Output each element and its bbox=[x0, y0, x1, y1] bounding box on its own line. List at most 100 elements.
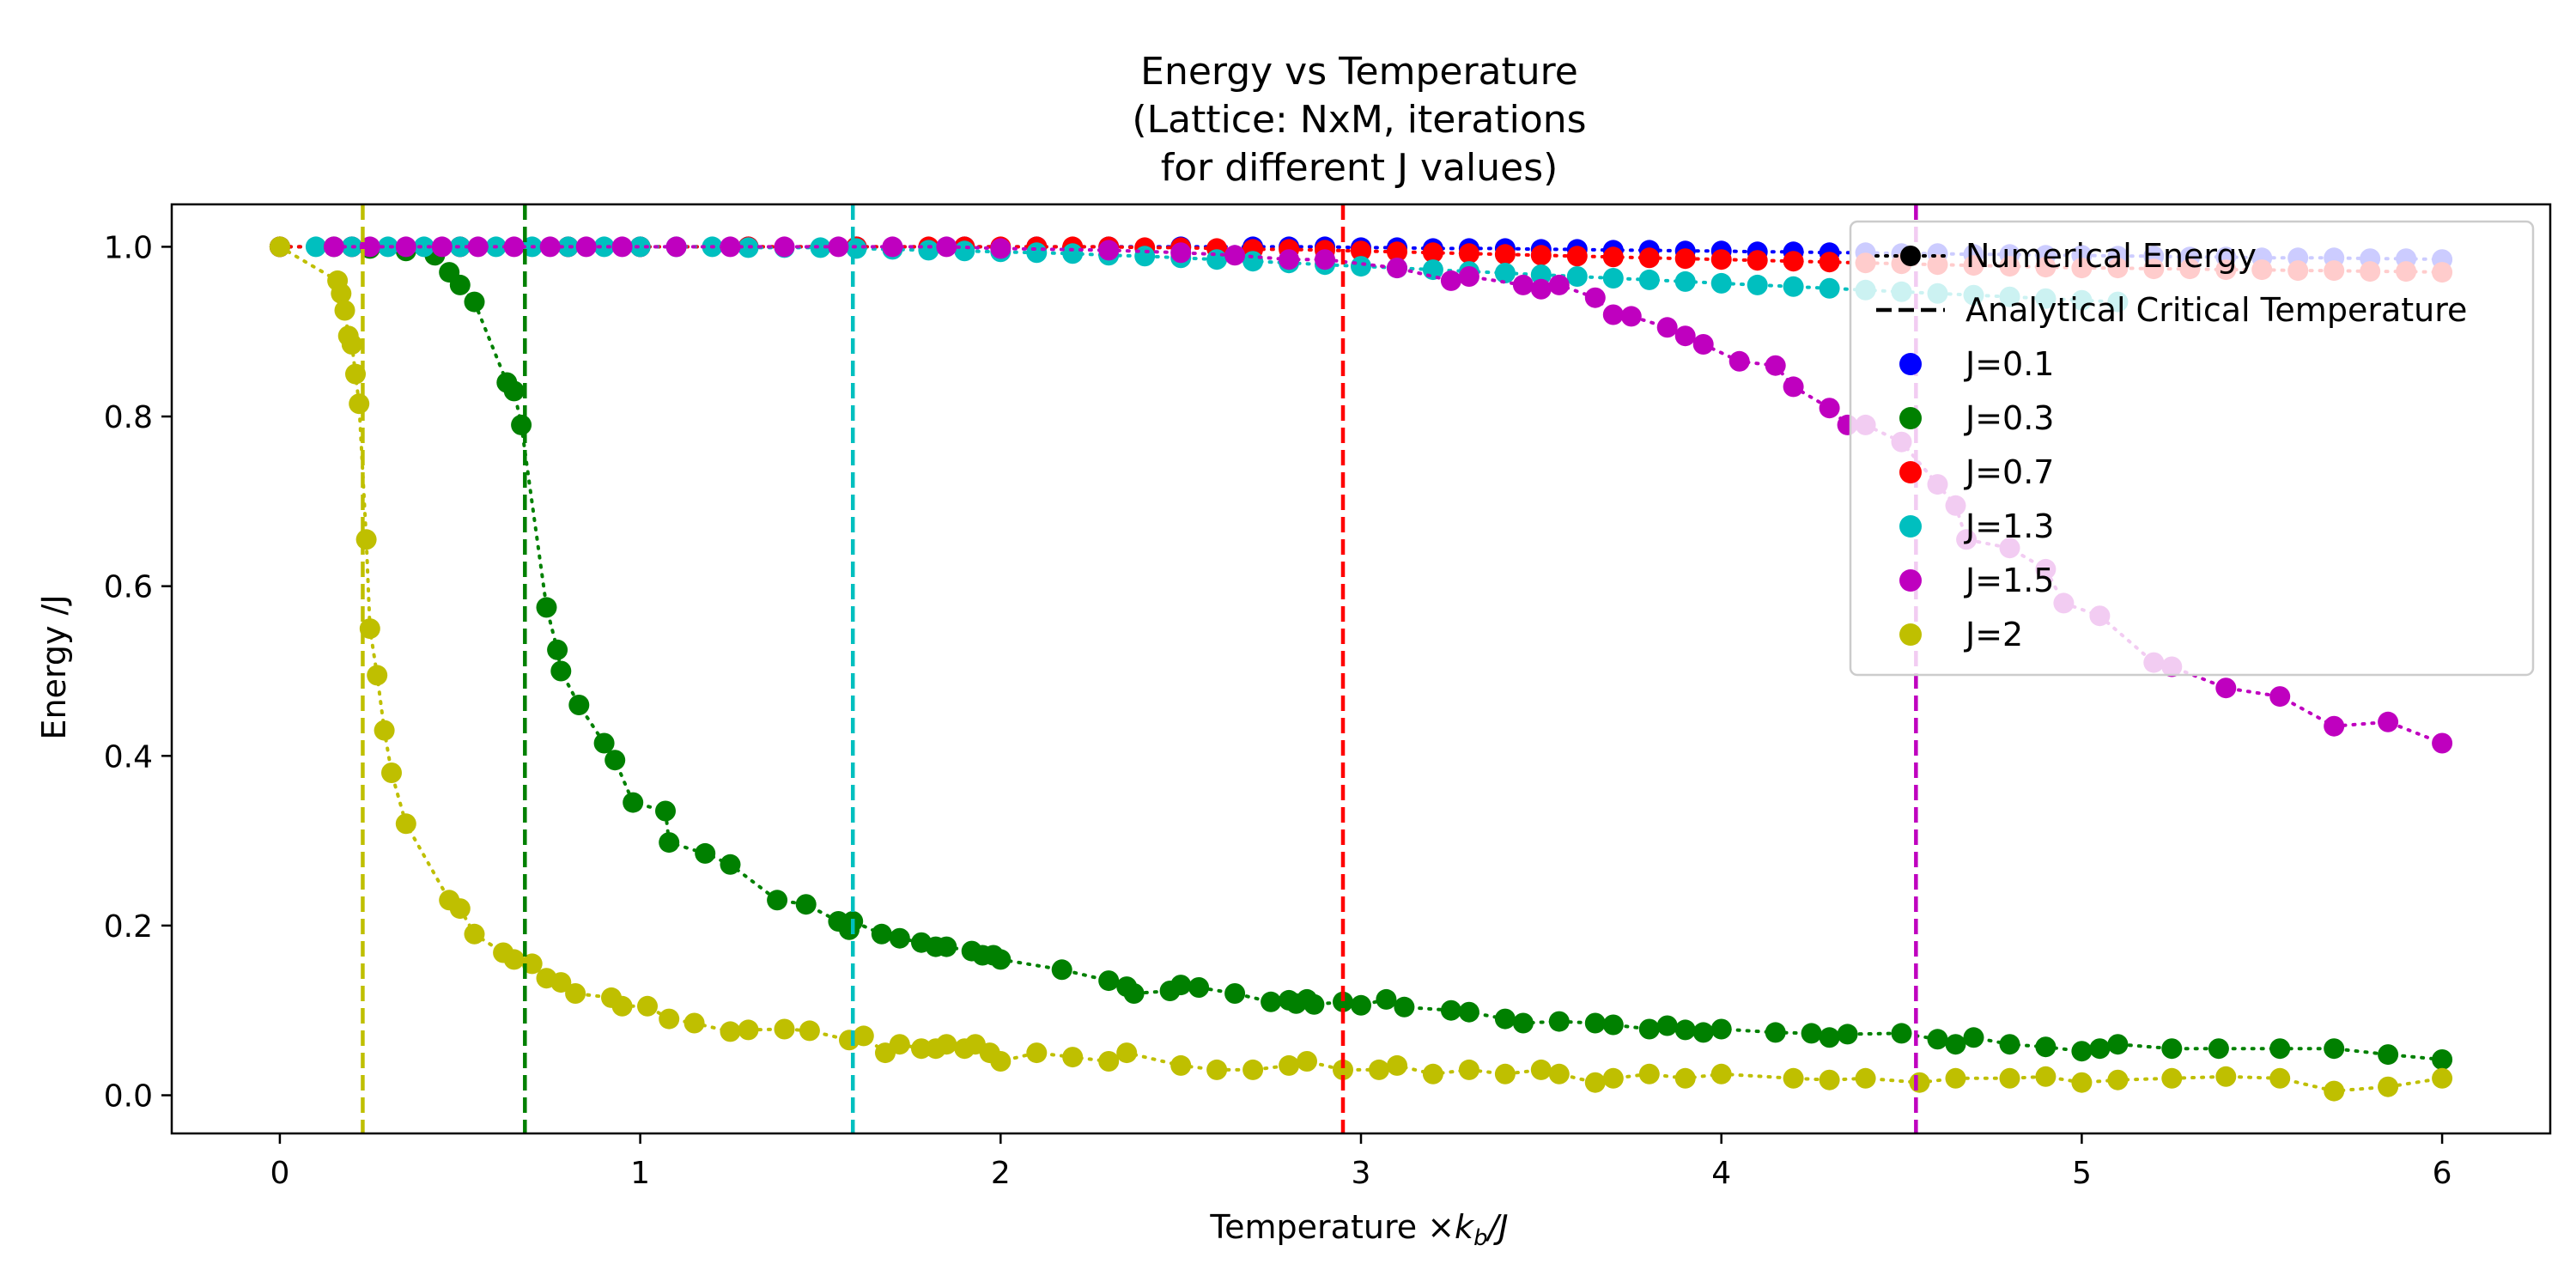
data-point-j-1-5 bbox=[936, 236, 957, 258]
data-point-j-0-3 bbox=[1051, 959, 1072, 981]
data-point-j-2 bbox=[2324, 1080, 2345, 1102]
data-point-j-2 bbox=[799, 1020, 820, 1042]
data-point-j-2 bbox=[1062, 1047, 1084, 1068]
data-point-j-2 bbox=[853, 1025, 874, 1047]
data-point-j-1-3 bbox=[810, 237, 831, 258]
data-point-j-0-3 bbox=[655, 800, 676, 822]
data-point-j-2 bbox=[2215, 1066, 2237, 1087]
y-tick-label: 0.4 bbox=[104, 739, 153, 775]
data-point-j-0-3 bbox=[2035, 1036, 2057, 1058]
data-point-j-0-3 bbox=[1999, 1034, 2020, 1055]
data-point-j-2 bbox=[889, 1034, 910, 1055]
data-point-j-2 bbox=[2378, 1076, 2399, 1097]
x-tick-label: 5 bbox=[2072, 1156, 2092, 1191]
data-point-j-2 bbox=[395, 813, 416, 835]
data-point-j-2 bbox=[269, 236, 290, 258]
data-point-j-0-3 bbox=[547, 639, 568, 660]
data-point-j-2 bbox=[990, 1051, 1012, 1072]
data-point-j-2 bbox=[503, 949, 525, 970]
y-axis-label: Energy /J bbox=[35, 594, 73, 739]
x-axis-label: Temperature ×kb/J bbox=[1209, 1208, 1508, 1251]
data-point-j-2 bbox=[1422, 1063, 1443, 1084]
data-point-j-1-5 bbox=[1584, 287, 1606, 308]
data-point-j-1-5 bbox=[1765, 355, 1786, 376]
data-point-j-2 bbox=[355, 529, 377, 550]
data-point-j-0-3 bbox=[1394, 996, 1415, 1018]
data-point-j-0-3 bbox=[1765, 1022, 1786, 1043]
data-point-j-2 bbox=[449, 898, 471, 920]
data-point-j-0-3 bbox=[1351, 994, 1371, 1016]
data-point-j-1-5 bbox=[2432, 732, 2453, 754]
chart-title-line-2: (Lattice: NxM, iterations bbox=[1132, 98, 1586, 142]
x-axis-label-end: /J bbox=[1485, 1208, 1509, 1246]
data-point-j-1-5 bbox=[1620, 306, 1642, 327]
data-point-j-0-3 bbox=[2089, 1038, 2111, 1060]
data-point-j-0-3 bbox=[1123, 983, 1145, 1004]
data-point-j-0-3 bbox=[1170, 975, 1192, 996]
data-point-j-2 bbox=[1602, 1067, 1624, 1089]
data-point-j-0-3 bbox=[1584, 1012, 1606, 1034]
data-point-j-2 bbox=[345, 363, 366, 385]
data-point-j-1-5 bbox=[575, 236, 597, 258]
data-point-j-1-3 bbox=[918, 240, 939, 261]
data-point-j-2 bbox=[1548, 1063, 1570, 1084]
data-point-j-0-3 bbox=[1548, 1011, 1570, 1032]
data-point-j-1-5 bbox=[1279, 249, 1300, 270]
data-point-j-0-3 bbox=[1602, 1014, 1624, 1036]
data-point-j-1-5 bbox=[2378, 711, 2399, 732]
data-point-j-1-5 bbox=[611, 236, 633, 258]
data-point-j-0-3 bbox=[1692, 1022, 1714, 1043]
data-point-j-0-3 bbox=[511, 414, 532, 435]
y-tick-label: 1.0 bbox=[104, 230, 153, 265]
data-point-j-2 bbox=[550, 972, 572, 993]
data-point-j-1-5 bbox=[2269, 686, 2291, 708]
data-point-j-1-5 bbox=[1387, 258, 1407, 279]
data-point-j-2 bbox=[1494, 1063, 1516, 1084]
legend-label-j-0-3: J=0.3 bbox=[1964, 399, 2054, 437]
data-point-j-0-3 bbox=[536, 597, 557, 618]
data-point-j-2 bbox=[774, 1018, 795, 1040]
data-point-j-2 bbox=[1170, 1054, 1192, 1076]
y-tick-label: 0.8 bbox=[104, 400, 153, 435]
legend-marker-j-1-5 bbox=[1899, 569, 1922, 592]
data-point-j-1-5 bbox=[990, 238, 1012, 259]
data-point-j-2 bbox=[381, 762, 402, 783]
data-point-j-0-3 bbox=[1494, 1008, 1516, 1030]
data-point-j-0-3 bbox=[659, 832, 680, 854]
data-point-j-1-5 bbox=[539, 236, 561, 258]
data-point-j-2 bbox=[341, 334, 362, 355]
legend-box bbox=[1849, 220, 2535, 677]
data-point-j-1-5 bbox=[1530, 278, 1552, 300]
chart-title: Energy vs Temperature (Lattice: NxM, ite… bbox=[1132, 50, 1586, 190]
data-point-j-1-3 bbox=[1494, 263, 1516, 283]
data-point-j-2 bbox=[1387, 1054, 1407, 1076]
chart-title-line-3: for different J values) bbox=[1161, 146, 1558, 190]
data-point-j-0-3 bbox=[1963, 1027, 1984, 1048]
data-point-j-0-3 bbox=[1188, 977, 1210, 998]
data-point-j-0-3 bbox=[2161, 1038, 2183, 1060]
x-axis-label-k: k bbox=[1455, 1208, 1475, 1246]
data-point-j-1-5 bbox=[395, 236, 416, 258]
data-point-j-1-3 bbox=[593, 236, 615, 258]
data-point-j-0-3 bbox=[1656, 1015, 1678, 1036]
y-tick-label: 0.0 bbox=[104, 1079, 153, 1115]
data-point-j-0-7 bbox=[1674, 248, 1696, 270]
data-point-j-1-5 bbox=[1783, 376, 1804, 398]
x-tick-label: 1 bbox=[630, 1156, 650, 1191]
data-point-j-2 bbox=[738, 1019, 759, 1041]
data-point-j-1-5 bbox=[1548, 274, 1570, 295]
data-point-j-2 bbox=[334, 300, 355, 321]
data-point-j-2 bbox=[1206, 1059, 1228, 1080]
x-tick-label: 4 bbox=[1711, 1156, 1731, 1191]
data-point-j-2 bbox=[1530, 1059, 1552, 1080]
data-point-j-0-3 bbox=[1674, 1019, 1696, 1041]
data-point-j-0-3 bbox=[1512, 1012, 1534, 1034]
data-point-j-1-3 bbox=[1134, 246, 1156, 267]
data-point-j-0-3 bbox=[695, 842, 716, 864]
data-point-j-2 bbox=[1369, 1059, 1389, 1080]
data-point-j-1-5 bbox=[2324, 715, 2345, 737]
data-point-j-0-3 bbox=[1224, 983, 1246, 1004]
data-point-j-2 bbox=[659, 1008, 680, 1030]
data-point-j-1-5 bbox=[2215, 677, 2237, 699]
